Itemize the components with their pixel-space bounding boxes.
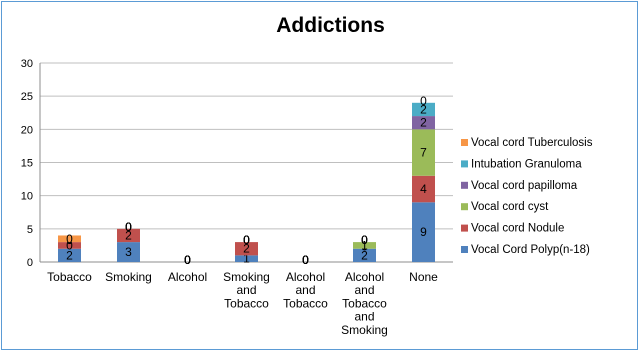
bar-segment[interactable] xyxy=(412,202,435,262)
data-label: 0 xyxy=(302,253,309,267)
chart-title: Addictions xyxy=(276,14,385,37)
data-label: 0 xyxy=(125,220,132,234)
legend-label: Vocal cord Tuberculosis xyxy=(471,137,593,149)
bar-segment[interactable] xyxy=(353,248,376,262)
data-label: 0 xyxy=(243,233,250,247)
x-tick-label: Smoking xyxy=(105,270,152,284)
data-label: 2 xyxy=(420,116,427,130)
data-label: 0 xyxy=(361,233,368,247)
data-label: 4 xyxy=(420,182,427,196)
y-tick-label: 20 xyxy=(21,124,33,136)
data-label: 0 xyxy=(66,232,73,246)
legend-swatch xyxy=(461,224,468,232)
data-label: 0 xyxy=(184,253,191,267)
data-label: 0 xyxy=(184,253,191,267)
legend-label: Intubation Granuloma xyxy=(471,158,582,170)
bar-segment[interactable] xyxy=(58,235,81,243)
data-label: 0 xyxy=(243,233,250,247)
data-label: 9 xyxy=(420,225,427,239)
legend-label: Vocal Cord Polyp(n-18) xyxy=(471,244,590,256)
bar-segment[interactable] xyxy=(235,242,258,256)
data-label: 0 xyxy=(302,253,309,267)
data-label: 0 xyxy=(184,253,191,267)
data-label: 3 xyxy=(125,245,132,259)
data-label: 0 xyxy=(243,233,250,247)
data-label: 0 xyxy=(420,94,427,108)
bar-segment[interactable] xyxy=(412,116,435,130)
y-tick-label: 10 xyxy=(21,191,33,203)
x-tick-label: None xyxy=(409,270,438,284)
legend-label: Vocal cord Nodule xyxy=(471,223,564,235)
data-label: 2 xyxy=(420,102,427,116)
data-label: 0 xyxy=(302,253,309,267)
data-label: 0 xyxy=(184,253,191,267)
bar-segment[interactable] xyxy=(117,242,140,262)
data-label: 0 xyxy=(125,220,132,234)
legend-swatch xyxy=(461,160,468,168)
data-label: 7 xyxy=(420,146,427,160)
y-tick-label: 30 xyxy=(21,58,33,70)
data-label: 0 xyxy=(125,220,132,234)
bar-segment[interactable] xyxy=(58,242,81,249)
data-label: 0 xyxy=(361,233,368,247)
y-tick-label: 0 xyxy=(27,257,33,269)
x-tick-label: Alcohol xyxy=(168,270,207,284)
bar-segment[interactable] xyxy=(235,255,258,262)
legend-swatch xyxy=(461,203,468,211)
x-tick-label: Smoking xyxy=(223,270,270,284)
legend-label: Vocal cord papilloma xyxy=(471,180,578,192)
data-label: 0 xyxy=(125,220,132,234)
data-label: 0 xyxy=(302,253,309,267)
data-label: 0 xyxy=(302,253,309,267)
x-tick-label: and xyxy=(295,283,315,297)
legend-swatch xyxy=(461,181,468,189)
data-label: 2 xyxy=(125,228,132,242)
bar-segment[interactable] xyxy=(412,129,435,176)
bar-segment[interactable] xyxy=(412,102,435,117)
y-tick-label: 25 xyxy=(21,91,33,103)
data-label: 1 xyxy=(361,238,368,252)
data-label: 0 xyxy=(302,253,309,267)
data-label: 0 xyxy=(184,253,191,267)
bar-segment[interactable] xyxy=(412,175,435,203)
legend-swatch xyxy=(461,139,468,146)
data-label: 0 xyxy=(184,253,191,267)
data-label: 2 xyxy=(66,248,73,262)
x-tick-label: and xyxy=(236,283,256,297)
bar-segment[interactable] xyxy=(58,248,81,262)
x-tick-label: and xyxy=(354,310,374,324)
data-label: 0 xyxy=(361,233,368,247)
data-label: 1 xyxy=(243,252,250,266)
bar-segment[interactable] xyxy=(353,242,376,249)
x-tick-label: Alcohol xyxy=(345,270,384,284)
y-tick-label: 5 xyxy=(27,224,33,236)
data-label: 0 xyxy=(66,238,73,252)
legend-label: Vocal cord cyst xyxy=(471,201,549,213)
data-label: 2 xyxy=(361,248,368,262)
x-tick-label: Tobacco xyxy=(224,296,269,310)
x-tick-label: Tobacco xyxy=(283,296,328,310)
y-tick-label: 15 xyxy=(21,158,33,170)
x-tick-label: Smoking xyxy=(341,323,388,337)
x-tick-label: Tobacco xyxy=(47,270,92,284)
bar-segment[interactable] xyxy=(117,228,140,243)
x-tick-label: Alcohol xyxy=(286,270,325,284)
legend-swatch xyxy=(461,246,468,253)
data-label: 2 xyxy=(243,242,250,256)
data-label: 0 xyxy=(243,233,250,247)
x-tick-label: Tobacco xyxy=(342,296,387,310)
x-tick-label: and xyxy=(354,283,374,297)
